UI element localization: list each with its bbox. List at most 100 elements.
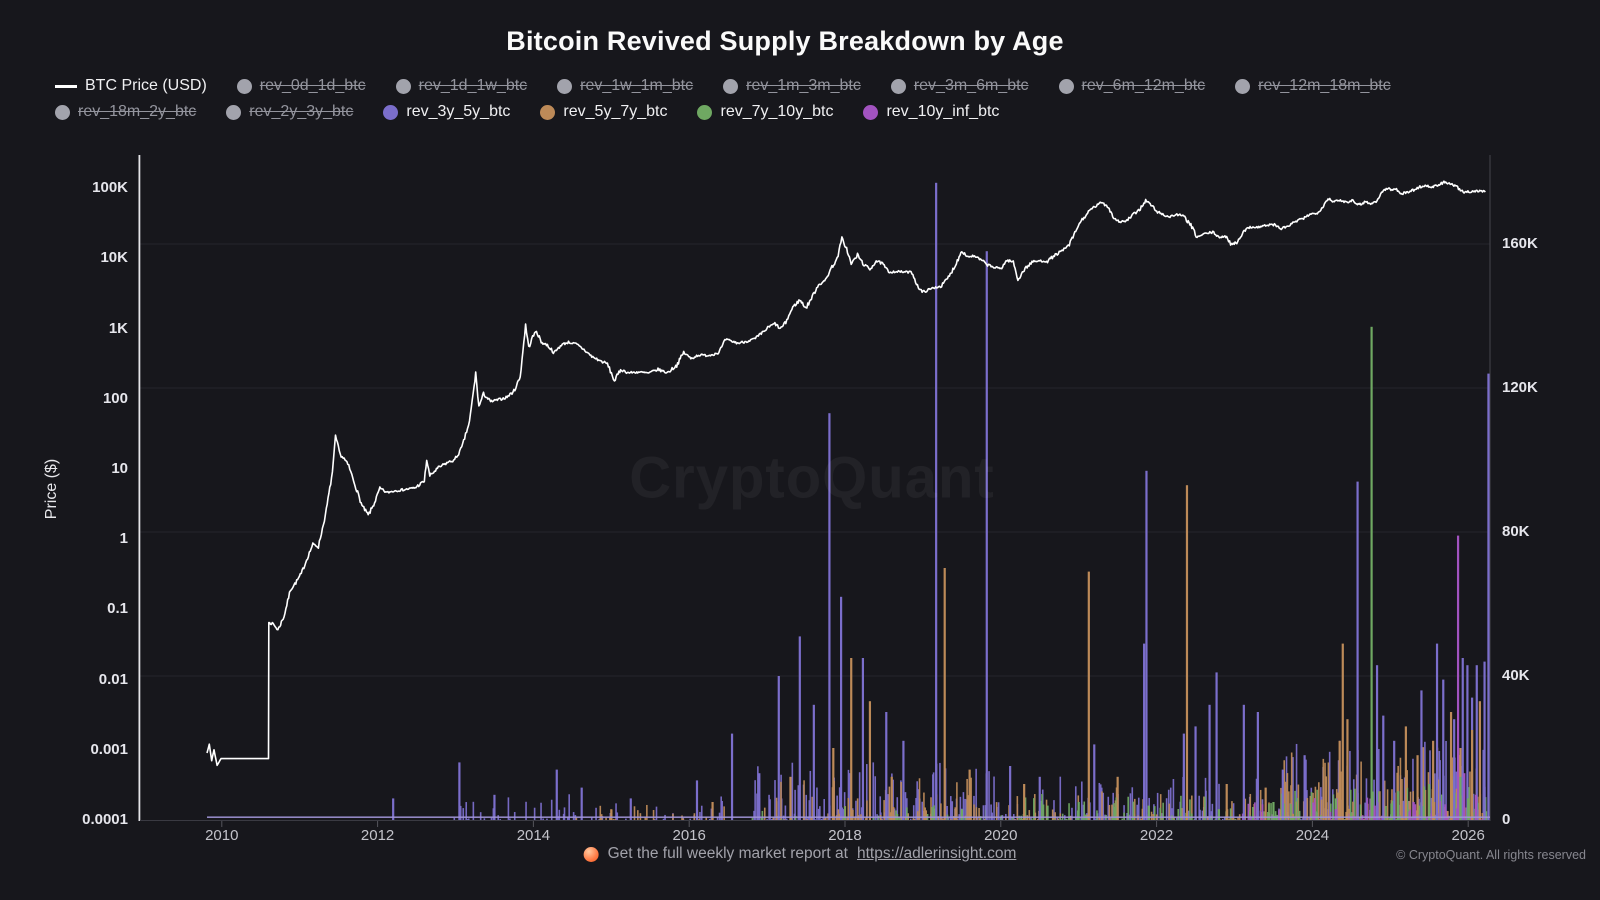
noise-bar-rev_5y_7y_btc [978, 807, 980, 820]
noise-bar-rev_3y_5y_btc [1109, 817, 1112, 820]
legend-item-rev-0d-1d-btc[interactable]: rev_0d_1d_btc [236, 77, 366, 95]
noise-bar-rev_5y_7y_btc [1437, 779, 1440, 820]
spike-rev_5y_7y_btc [610, 809, 613, 820]
noise-bar-rev_5y_7y_btc [1358, 817, 1360, 820]
noise-bar-rev_7y_10y_btc [1298, 810, 1301, 820]
spike-rev_7y_10y_btc [1370, 326, 1373, 820]
legend-item-rev-12m-18m-btc[interactable]: rev_12m_18m_btc [1235, 77, 1391, 95]
noise-bar-rev_3y_5y_btc [1424, 741, 1426, 820]
noise-bar-rev_10y_inf_btc [1295, 818, 1297, 820]
noise-bar-rev_5y_7y_btc [1150, 811, 1153, 820]
noise-bar-rev_5y_7y_btc [1401, 778, 1403, 820]
noise-bar-rev_3y_5y_btc [1123, 805, 1125, 820]
noise-bar-rev_3y_5y_btc [1014, 819, 1017, 820]
noise-bar-rev_3y_5y_btc [847, 769, 850, 820]
noise-bar-rev_5y_7y_btc [1033, 794, 1036, 820]
legend-item-rev-1w-1m-btc[interactable]: rev_1w_1m_btc [557, 77, 693, 95]
noise-bar-rev_3y_5y_btc [1136, 804, 1138, 820]
left-axis-tick-label: 1 [119, 530, 128, 548]
legend-item-rev-6m-12m-btc[interactable]: rev_6m_12m_btc [1058, 77, 1205, 95]
legend-item-rev-10y-inf-btc[interactable]: rev_10y_inf_btc [863, 103, 999, 121]
noise-bar-rev_3y_5y_btc [757, 766, 759, 820]
noise-bar-rev_3y_5y_btc [1232, 803, 1235, 820]
noise-bar-rev_7y_10y_btc [1332, 794, 1335, 820]
spike-rev_7y_10y_btc [1396, 791, 1400, 820]
x-tick-mark [1156, 821, 1158, 827]
noise-bar-rev_3y_5y_btc [842, 809, 845, 820]
noise-bar-rev_5y_7y_btc [1401, 817, 1404, 820]
legend-item-rev-1m-3m-btc[interactable]: rev_1m_3m_btc [723, 77, 861, 95]
noise-bar-rev_10y_inf_btc [1366, 797, 1369, 820]
noise-bar-rev_7y_10y_btc [1395, 819, 1398, 820]
spike-rev_3y_5y_btc [828, 413, 831, 820]
spike-rev_5y_7y_btc [1432, 740, 1435, 820]
noise-bar-rev_7y_10y_btc [1075, 817, 1078, 820]
noise-bar-rev_5y_7y_btc [1016, 796, 1019, 820]
legend-item-btc-price-usd-[interactable]: BTC Price (USD) [55, 77, 207, 95]
noise-bar-rev_5y_7y_btc [953, 816, 955, 820]
noise-bar-rev_5y_7y_btc [856, 798, 859, 820]
noise-bar-rev_3y_5y_btc [467, 818, 470, 820]
noise-bar-rev_5y_7y_btc [682, 818, 685, 820]
noise-bar-rev_5y_7y_btc [1004, 818, 1007, 820]
spike-rev_3y_5y_btc [1242, 704, 1245, 820]
noise-bar-rev_5y_7y_btc [783, 819, 786, 820]
spike-rev_5y_7y_btc [868, 701, 872, 820]
noise-bar-rev_5y_7y_btc [1306, 798, 1309, 820]
chart-title: Bitcoin Revived Supply Breakdown by Age [506, 26, 1064, 56]
left-axis-line [138, 155, 141, 821]
noise-bar-rev_3y_5y_btc [785, 818, 788, 820]
left-axis-tick-label: 0.0001 [82, 811, 128, 828]
legend-label: rev_3m_6m_btc [913, 77, 1029, 94]
legend-item-rev-5y-7y-btc[interactable]: rev_5y_7y_btc [540, 103, 667, 121]
noise-bar-rev_5y_7y_btc [1034, 812, 1037, 820]
noise-bar-rev_7y_10y_btc [1354, 788, 1356, 820]
noise-bar-rev_5y_7y_btc [1013, 819, 1016, 820]
noise-bar-rev_3y_5y_btc [915, 797, 917, 820]
legend-item-rev-18m-2y-btc[interactable]: rev_18m_2y_btc [55, 103, 196, 121]
noise-bar-rev_7y_10y_btc [1372, 791, 1374, 820]
noise-bar-rev_3y_5y_btc [841, 807, 844, 820]
noise-bar-rev_3y_5y_btc [1175, 817, 1178, 820]
spike-rev_3y_5y_btc [1208, 704, 1211, 820]
noise-bar-rev_3y_5y_btc [710, 808, 713, 820]
spike-rev_3y_5y_btc [1194, 726, 1197, 820]
noise-bar-rev_10y_inf_btc [1254, 802, 1256, 820]
legend-item-rev-3y-5y-btc[interactable]: rev_3y_5y_btc [383, 103, 510, 121]
noise-bar-rev_5y_7y_btc [1337, 792, 1340, 820]
legend-item-rev-1d-1w-btc[interactable]: rev_1d_1w_btc [395, 77, 527, 95]
noise-bar-rev_3y_5y_btc [1102, 792, 1105, 820]
noise-bar-rev_10y_inf_btc [1319, 818, 1322, 820]
spike-rev_3y_5y_btc [1483, 661, 1486, 820]
legend-item-rev-7y-10y-btc[interactable]: rev_7y_10y_btc [697, 103, 833, 121]
noise-bar-rev_5y_7y_btc [723, 806, 725, 820]
legend-item-rev-3m-6m-btc[interactable]: rev_3m_6m_btc [890, 77, 1029, 95]
right-axis-line [1489, 155, 1491, 821]
noise-bar-rev_3y_5y_btc [615, 803, 617, 820]
noise-bar-rev_10y_inf_btc [1312, 802, 1314, 820]
noise-bar-rev_7y_10y_btc [1033, 798, 1035, 820]
legend-label: BTC Price (USD) [85, 77, 207, 94]
series-dot-icon [236, 78, 252, 94]
noise-bar-rev_3y_5y_btc [843, 792, 846, 820]
noise-bar-rev_3y_5y_btc [849, 773, 851, 820]
noise-bar-rev_10y_inf_btc [1456, 808, 1458, 820]
noise-bar-rev_7y_10y_btc [1314, 811, 1317, 820]
right-axis-tick-label: 80K [1502, 523, 1530, 540]
noise-bar-rev_5y_7y_btc [930, 797, 932, 820]
noise-bar-rev_5y_7y_btc [1399, 757, 1402, 820]
noise-bar-rev_7y_10y_btc [1418, 805, 1421, 820]
footer-link[interactable]: https://adlerinsight.com [856, 845, 1017, 862]
legend-label: rev_2y_3y_btc [249, 103, 354, 120]
noise-bar-rev_7y_10y_btc [1310, 792, 1313, 820]
noise-bar-rev_3y_5y_btc [550, 799, 553, 820]
noise-bar-rev_7y_10y_btc [843, 806, 846, 820]
noise-bar-rev_5y_7y_btc [1111, 804, 1113, 820]
noise-bar-rev_7y_10y_btc [1283, 803, 1285, 820]
noise-bar-rev_3y_5y_btc [459, 805, 462, 820]
noise-bar-rev_7y_10y_btc [1359, 804, 1362, 820]
noise-bar-rev_5y_7y_btc [633, 806, 636, 820]
legend-item-rev-2y-3y-btc[interactable]: rev_2y_3y_btc [226, 103, 353, 121]
